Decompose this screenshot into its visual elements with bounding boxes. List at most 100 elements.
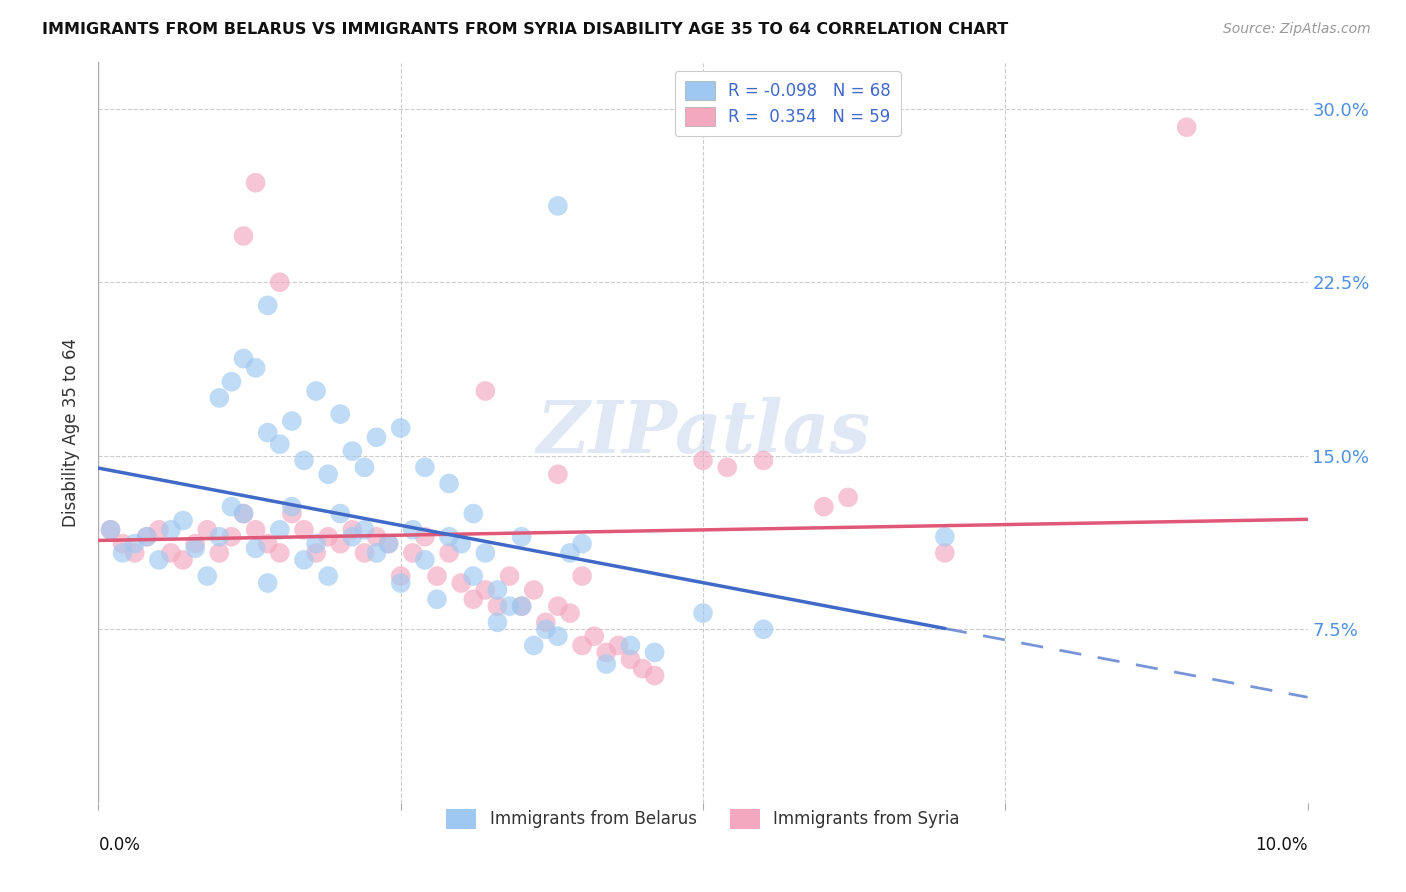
Point: [486, 615, 509, 630]
Point: [619, 652, 641, 666]
Point: [342, 530, 364, 544]
Point: [752, 622, 775, 636]
Point: [232, 507, 254, 521]
Point: [619, 639, 641, 653]
Point: [510, 530, 533, 544]
Point: [195, 523, 218, 537]
Point: [353, 460, 375, 475]
Point: [486, 599, 509, 614]
Point: [583, 629, 606, 643]
Point: [124, 546, 146, 560]
Point: [292, 523, 315, 537]
Point: [534, 622, 557, 636]
Point: [148, 553, 170, 567]
Point: [607, 639, 630, 653]
Point: [305, 546, 328, 560]
Point: [450, 536, 472, 550]
Text: Source: ZipAtlas.com: Source: ZipAtlas.com: [1223, 22, 1371, 37]
Point: [631, 662, 654, 676]
Point: [377, 536, 399, 550]
Point: [523, 582, 546, 597]
Point: [135, 530, 157, 544]
Point: [316, 569, 339, 583]
Point: [366, 530, 388, 544]
Point: [571, 536, 593, 550]
Point: [269, 275, 291, 289]
Point: [595, 645, 617, 659]
Point: [245, 360, 267, 375]
Point: [221, 375, 243, 389]
Point: [934, 546, 956, 560]
Point: [547, 467, 569, 482]
Point: [245, 541, 267, 556]
Point: [221, 500, 243, 514]
Point: [474, 582, 496, 597]
Point: [547, 199, 569, 213]
Point: [716, 460, 738, 475]
Point: [752, 453, 775, 467]
Point: [558, 606, 581, 620]
Point: [342, 523, 364, 537]
Point: [281, 500, 304, 514]
Point: [366, 546, 388, 560]
Point: [269, 437, 291, 451]
Point: [256, 425, 278, 440]
Point: [353, 546, 375, 560]
Point: [486, 582, 509, 597]
Point: [402, 523, 425, 537]
Point: [245, 523, 267, 537]
Point: [558, 546, 581, 560]
Point: [426, 592, 449, 607]
Text: 10.0%: 10.0%: [1256, 836, 1308, 855]
Point: [184, 536, 207, 550]
Point: [245, 176, 267, 190]
Point: [437, 476, 460, 491]
Point: [571, 569, 593, 583]
Point: [463, 569, 485, 583]
Point: [498, 569, 520, 583]
Point: [232, 229, 254, 244]
Point: [281, 414, 304, 428]
Point: [463, 507, 485, 521]
Point: [510, 599, 533, 614]
Point: [413, 460, 436, 475]
Point: [595, 657, 617, 671]
Point: [208, 546, 231, 560]
Point: [413, 530, 436, 544]
Point: [160, 546, 183, 560]
Point: [172, 553, 194, 567]
Point: [100, 523, 122, 537]
Point: [256, 536, 278, 550]
Point: [692, 453, 714, 467]
Point: [305, 384, 328, 398]
Point: [124, 536, 146, 550]
Point: [256, 576, 278, 591]
Point: [232, 507, 254, 521]
Point: [256, 298, 278, 312]
Point: [316, 530, 339, 544]
Point: [111, 536, 134, 550]
Point: [208, 530, 231, 544]
Point: [353, 523, 375, 537]
Point: [437, 530, 460, 544]
Point: [135, 530, 157, 544]
Point: [377, 536, 399, 550]
Point: [389, 576, 412, 591]
Point: [547, 629, 569, 643]
Point: [329, 507, 352, 521]
Point: [498, 599, 520, 614]
Point: [1175, 120, 1198, 135]
Point: [934, 530, 956, 544]
Point: [208, 391, 231, 405]
Point: [366, 430, 388, 444]
Point: [644, 668, 666, 682]
Point: [547, 599, 569, 614]
Point: [523, 639, 546, 653]
Point: [111, 546, 134, 560]
Point: [232, 351, 254, 366]
Point: [426, 569, 449, 583]
Point: [692, 606, 714, 620]
Point: [474, 384, 496, 398]
Y-axis label: Disability Age 35 to 64: Disability Age 35 to 64: [62, 338, 80, 527]
Point: [437, 546, 460, 560]
